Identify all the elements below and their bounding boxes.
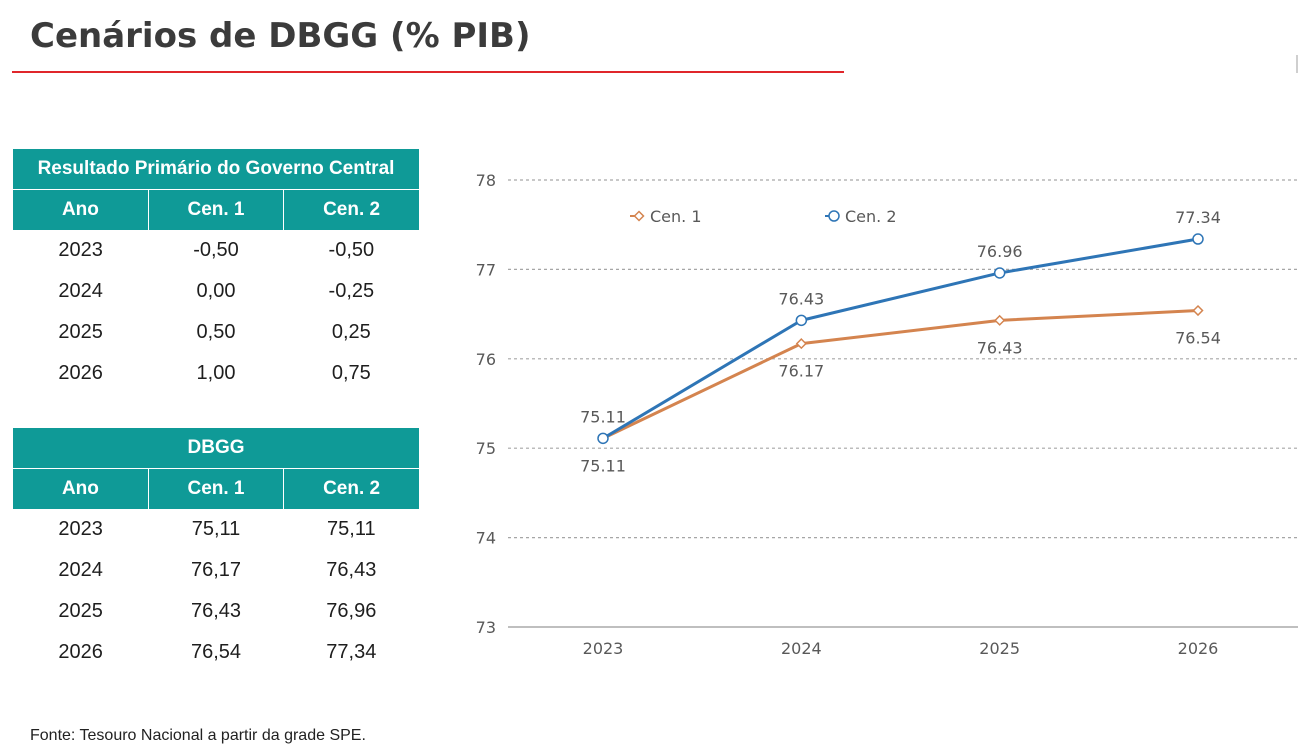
x-tick-label: 2026 xyxy=(1178,639,1219,658)
table-cell: 77,34 xyxy=(326,641,377,663)
table-cell: 2025 xyxy=(58,600,103,622)
table-row: 2023 -0,50 -0,50 xyxy=(13,230,419,271)
table-cell: 2026 xyxy=(58,641,103,663)
data-point xyxy=(994,314,1006,326)
table-row: 2026 76,54 77,34 xyxy=(13,632,419,673)
series-line-1 xyxy=(602,309,1199,440)
y-tick-label: 75 xyxy=(476,439,496,458)
data-label: 76.17 xyxy=(778,362,824,381)
dbgg-header-cen1: Cen. 1 xyxy=(148,468,285,509)
dbgg-table-title: DBGG xyxy=(13,428,419,469)
data-label: 77.34 xyxy=(1175,208,1221,227)
primary-header-cen1: Cen. 1 xyxy=(148,189,285,230)
table-row: 2025 0,50 0,25 xyxy=(13,312,419,353)
legend-label: Cen. 2 xyxy=(845,207,897,226)
table-cell: 2024 xyxy=(58,280,103,302)
y-tick-label: 78 xyxy=(476,171,496,190)
primary-header-cen2: Cen. 2 xyxy=(283,189,419,230)
primary-table-title: Resultado Primário do Governo Central xyxy=(13,149,419,190)
data-point xyxy=(1192,304,1204,317)
primary-header-year: Ano xyxy=(13,189,149,230)
title-divider xyxy=(12,71,844,73)
data-point xyxy=(597,432,609,445)
table-row: 2025 76,43 76,96 xyxy=(13,591,419,632)
x-tick-label: 2024 xyxy=(781,639,822,658)
data-point xyxy=(993,267,1006,279)
table-row: 2026 1,00 0,75 xyxy=(13,353,419,394)
table-cell: 2023 xyxy=(58,518,103,540)
y-tick-label: 74 xyxy=(476,529,496,548)
data-point xyxy=(795,314,808,327)
table-cell: 76,17 xyxy=(190,559,242,581)
data-label: 75.11 xyxy=(580,407,626,426)
table-cell: 0,25 xyxy=(331,321,371,343)
data-label: 76.43 xyxy=(778,289,824,308)
legend-marker xyxy=(633,210,645,222)
table-cell: 0,50 xyxy=(196,321,236,343)
x-tick-label: 2023 xyxy=(583,639,624,658)
source-note: Fonte: Tesouro Nacional a partir da grad… xyxy=(30,727,366,744)
table-cell: 76,43 xyxy=(190,600,242,622)
primary-result-table: Resultado Primário do Governo Central An… xyxy=(13,149,419,394)
table-cell: 2023 xyxy=(58,239,103,261)
table-cell: 2024 xyxy=(58,559,103,581)
dbgg-table: DBGG Ano Cen. 1 Cen. 2 2023 75,11 75,11 … xyxy=(13,428,419,673)
table-cell: 0,00 xyxy=(196,280,236,302)
table-cell: -0,25 xyxy=(328,280,375,302)
data-label: 76.96 xyxy=(977,242,1023,261)
data-point xyxy=(1192,233,1204,245)
legend-label: Cen. 1 xyxy=(650,207,702,226)
table-cell: 76,43 xyxy=(326,559,377,581)
table-cell: 2026 xyxy=(58,362,103,384)
y-tick-label: 76 xyxy=(476,350,496,369)
table-row: 2023 75,11 75,11 xyxy=(13,509,419,550)
table-cell: 75,11 xyxy=(191,518,241,540)
table-cell: 1,00 xyxy=(196,362,236,384)
page-title: Cenários de DBGG (% PIB) xyxy=(30,16,531,56)
table-cell: -0,50 xyxy=(328,239,375,261)
data-label: 76.43 xyxy=(977,338,1023,357)
data-label: 75.11 xyxy=(580,456,626,475)
table-cell: -0,50 xyxy=(193,239,239,261)
table-cell: 0,75 xyxy=(331,362,371,384)
table-cell: 2025 xyxy=(58,321,103,343)
series-line-2 xyxy=(602,237,1199,440)
x-tick-label: 2025 xyxy=(979,639,1020,658)
table-cell: 76,54 xyxy=(190,641,242,663)
edge-divider xyxy=(1296,55,1298,73)
table-cell: 76,96 xyxy=(326,600,377,622)
legend-marker xyxy=(828,210,840,222)
table-cell: 75,11 xyxy=(327,518,376,540)
dbgg-header-year: Ano xyxy=(13,468,149,509)
table-row: 2024 76,17 76,43 xyxy=(13,550,419,591)
dbgg-header-cen2: Cen. 2 xyxy=(283,468,419,509)
table-row: 2024 0,00 -0,25 xyxy=(13,271,419,312)
data-label: 76.54 xyxy=(1175,329,1221,348)
data-point xyxy=(795,338,807,350)
y-tick-label: 77 xyxy=(476,260,496,279)
y-tick-label: 73 xyxy=(476,618,496,637)
dbgg-line-chart: 73 74 75 76 77 78 2023 2024 2025 2026 75.11 76.17 76… xyxy=(476,171,1298,658)
